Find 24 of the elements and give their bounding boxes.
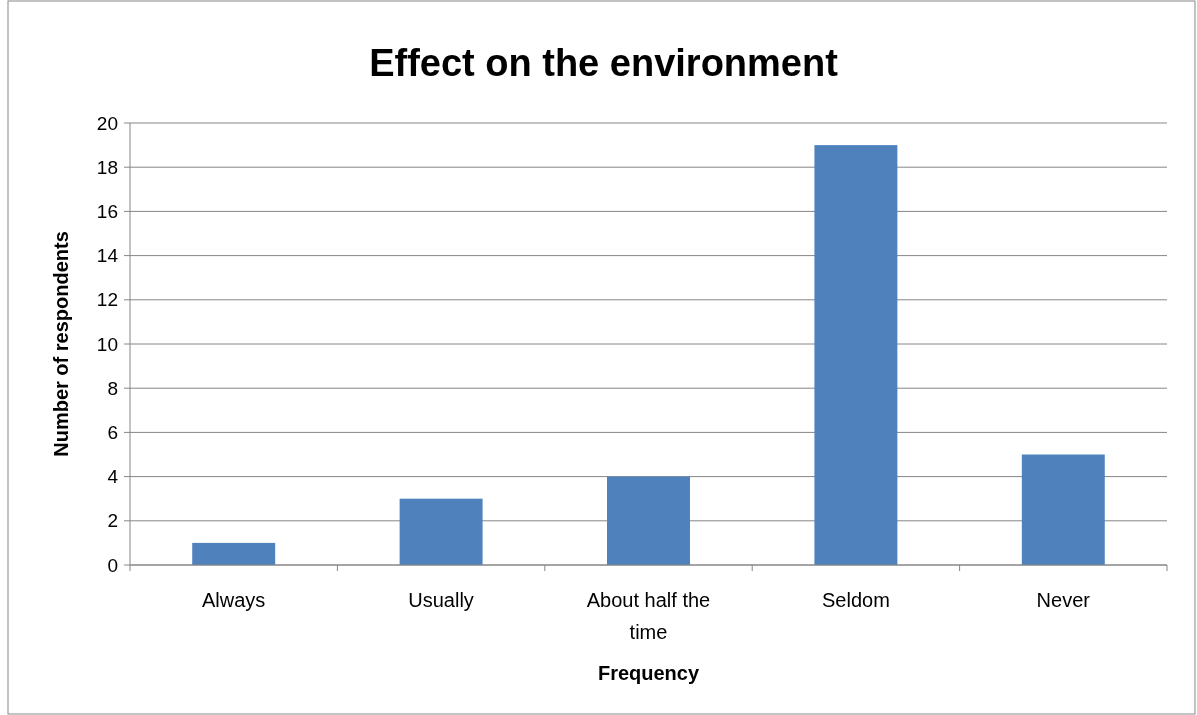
y-tick-label: 8 [107,377,118,399]
x-tick-label: Seldom [821,589,890,611]
y-tick-label: 10 [96,333,118,355]
x-tick-label: About half the time [586,589,711,643]
chart-title: Effect on the environment [369,42,839,84]
bar [192,542,276,565]
y-tick-label: 0 [107,554,118,576]
x-tick-label: Usually [408,589,474,611]
y-tick-label: 16 [96,201,118,223]
bar [814,145,898,565]
bar [1021,454,1105,565]
bar [607,476,690,565]
y-axis-title: Number of respondents [50,231,72,457]
bar [399,498,483,565]
y-tick-label: 20 [96,112,118,134]
x-tick-label: Always [202,589,266,611]
y-tick-label: 12 [96,289,118,311]
x-axis-title: Frequency [597,662,700,684]
y-tick-label: 14 [96,245,119,267]
y-tick-label: 4 [107,466,119,488]
y-tick-label: 18 [96,156,118,178]
x-tick-label: Never [1036,589,1091,611]
y-tick-label: 2 [107,510,118,532]
y-tick-label: 6 [107,422,118,444]
